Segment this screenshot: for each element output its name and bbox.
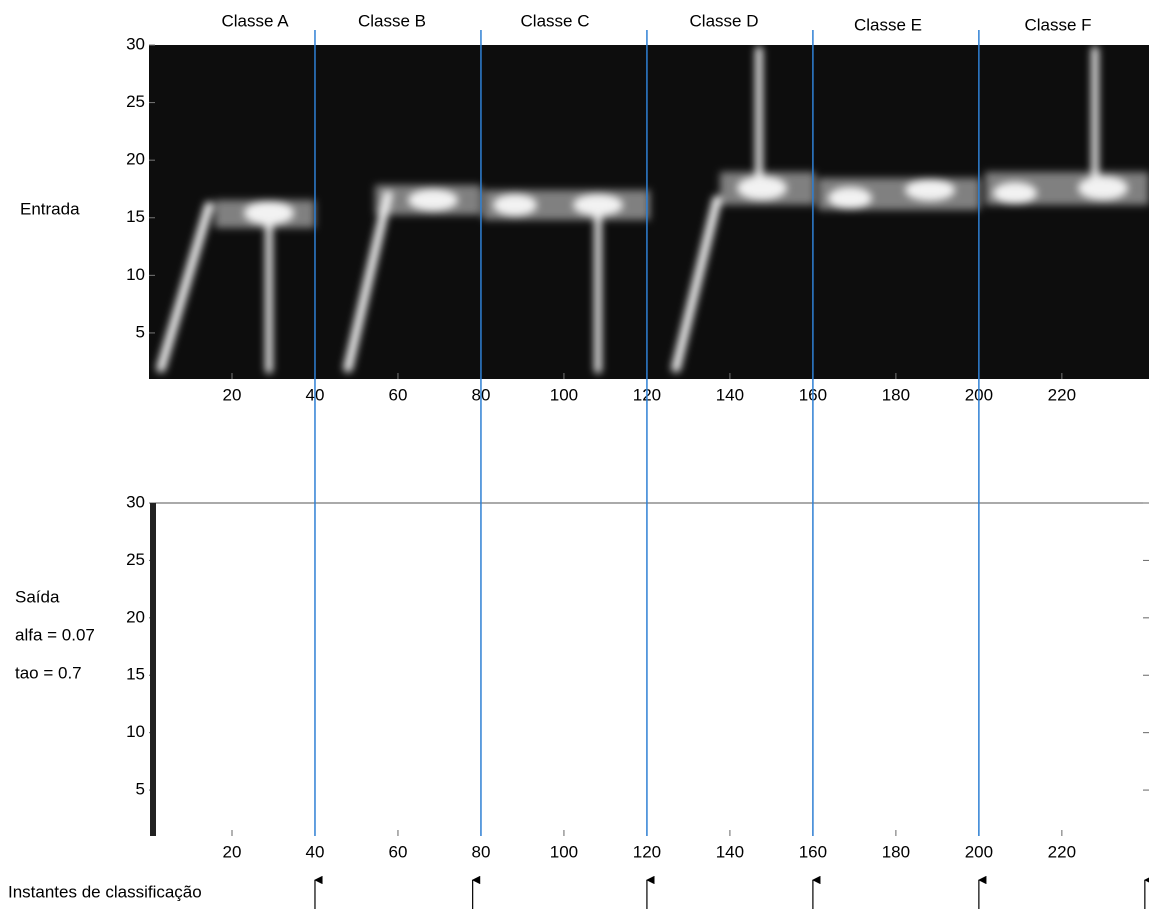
- annotations: Classe A Classe B Classe C Classe D Classe E…: [8, 11, 1149, 909]
- y-tick-label: 20: [126, 607, 145, 626]
- x-tick-label: 120: [633, 842, 661, 861]
- x-tick-label: 20: [223, 385, 242, 404]
- y-tick-label: 10: [126, 722, 145, 741]
- x-tick-label: 40: [306, 842, 325, 861]
- class-label: Classe A: [221, 11, 289, 30]
- y-tick-label: 30: [126, 492, 145, 511]
- x-tick-label: 180: [882, 385, 910, 404]
- y-tick-label: 5: [136, 780, 145, 799]
- x-tick-label: 20: [223, 842, 242, 861]
- x-tick-label: 140: [716, 842, 744, 861]
- heatmap-panel: 20 40 60 80 100 120 140 160 180 200 22051015202530…: [20, 34, 1149, 404]
- classification-label: Instantes de classificação: [8, 882, 202, 901]
- x-tick-label: 140: [716, 385, 744, 404]
- class-label: Classe C: [521, 11, 590, 30]
- y-tick-label: 30: [126, 34, 145, 53]
- x-tick-label: 80: [471, 842, 490, 861]
- x-tick-label: 100: [550, 842, 578, 861]
- y-tick-label: 25: [126, 92, 145, 111]
- class-label: Classe B: [358, 11, 426, 30]
- class-label: Classe E: [854, 15, 922, 34]
- x-tick-label: 220: [1048, 385, 1076, 404]
- y-axis-label: Saída: [15, 587, 60, 606]
- y-axis-label: Entrada: [20, 199, 80, 218]
- y-tick-label: 10: [126, 265, 145, 284]
- x-tick-label: 160: [799, 842, 827, 861]
- x-tick-label: 180: [882, 842, 910, 861]
- y-axis-label: tao = 0.7: [15, 663, 82, 682]
- y-tick-label: 20: [126, 150, 145, 169]
- heatmap-background: [149, 503, 1149, 836]
- y-tick-label: 15: [126, 665, 145, 684]
- heatmap-edge: [150, 503, 156, 836]
- class-label: Classe F: [1024, 15, 1091, 34]
- class-label: Classe D: [690, 11, 759, 30]
- y-axis-label: alfa = 0.07: [15, 625, 95, 644]
- y-tick-label: 25: [126, 550, 145, 569]
- x-tick-label: 200: [965, 842, 993, 861]
- y-tick-label: 15: [126, 207, 145, 226]
- x-tick-label: 60: [389, 385, 408, 404]
- x-tick-label: 220: [1048, 842, 1076, 861]
- x-tick-label: 100: [550, 385, 578, 404]
- y-tick-label: 5: [136, 322, 145, 341]
- x-tick-label: 60: [389, 842, 408, 861]
